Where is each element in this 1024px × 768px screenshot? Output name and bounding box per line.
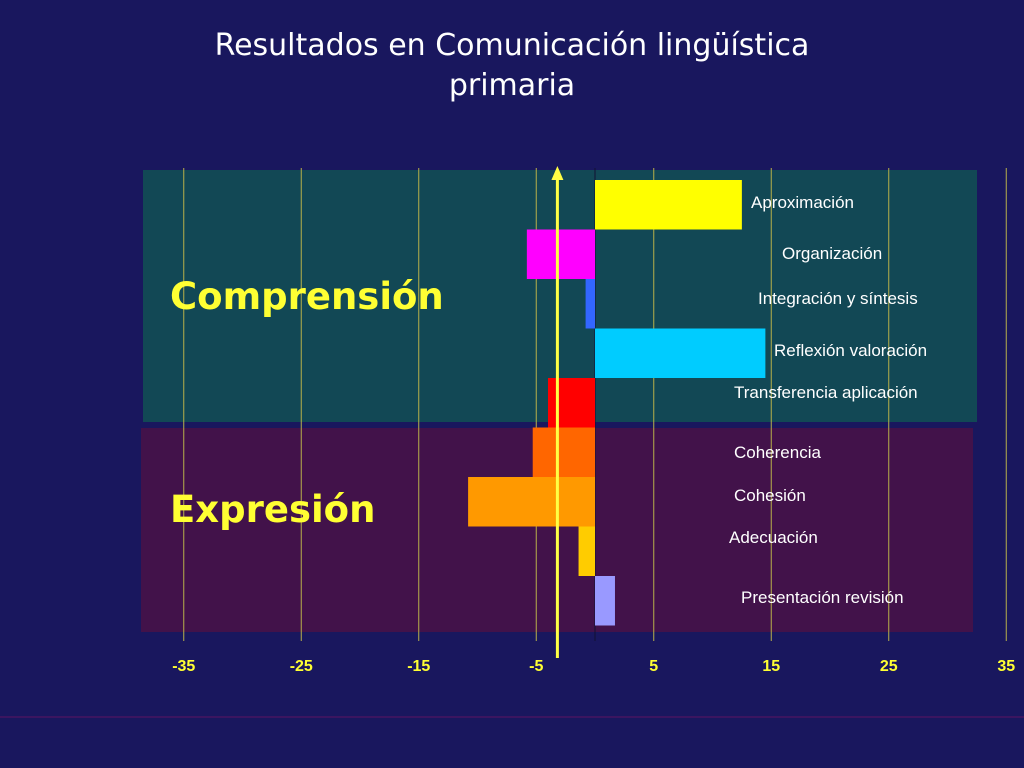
bar — [595, 328, 766, 378]
x-tick-label: -25 — [290, 658, 313, 675]
category-label: Cohesión — [734, 486, 806, 505]
category-label: Presentación revisión — [741, 588, 904, 607]
bar — [578, 526, 595, 576]
category-label: Transferencia aplicación — [734, 383, 918, 402]
chart-title-line-1: Resultados en Comunicación lingüística — [214, 28, 810, 63]
bar — [548, 378, 595, 428]
category-label: Organización — [782, 244, 882, 263]
x-tick-label: -15 — [407, 658, 430, 675]
bar — [585, 279, 595, 329]
x-tick-label: 25 — [880, 658, 898, 675]
bar — [468, 477, 595, 527]
x-tick-label: 35 — [997, 658, 1015, 675]
x-tick-label: -35 — [172, 658, 195, 675]
group-label-expresion: Expresión — [170, 488, 375, 531]
x-tick-label: -5 — [529, 658, 543, 675]
bar — [595, 180, 742, 230]
reference-arrow — [551, 166, 564, 658]
bar — [526, 229, 595, 279]
category-labels-group: Aproximación Organización Integración y sí… — [729, 193, 927, 607]
gridlines — [183, 168, 1007, 641]
bar — [595, 576, 615, 626]
category-label: Aproximación — [751, 193, 854, 212]
x-tick-labels: -35 -25 -15 -5 5 15 25 35 — [172, 658, 1015, 675]
bars-group — [468, 180, 766, 626]
category-label: Reflexión valoración — [774, 341, 927, 360]
group-label-comprension: Comprensión — [170, 275, 444, 318]
chart-title-line-2: primaria — [448, 68, 576, 103]
footer-divider — [0, 716, 1024, 718]
category-label: Adecuación — [729, 528, 818, 547]
category-label: Integración y síntesis — [758, 289, 918, 308]
reference-arrowhead — [551, 166, 564, 180]
category-label: Coherencia — [734, 443, 821, 462]
x-tick-label: 5 — [649, 658, 658, 675]
x-tick-label: 15 — [762, 658, 780, 675]
bar — [532, 427, 595, 477]
